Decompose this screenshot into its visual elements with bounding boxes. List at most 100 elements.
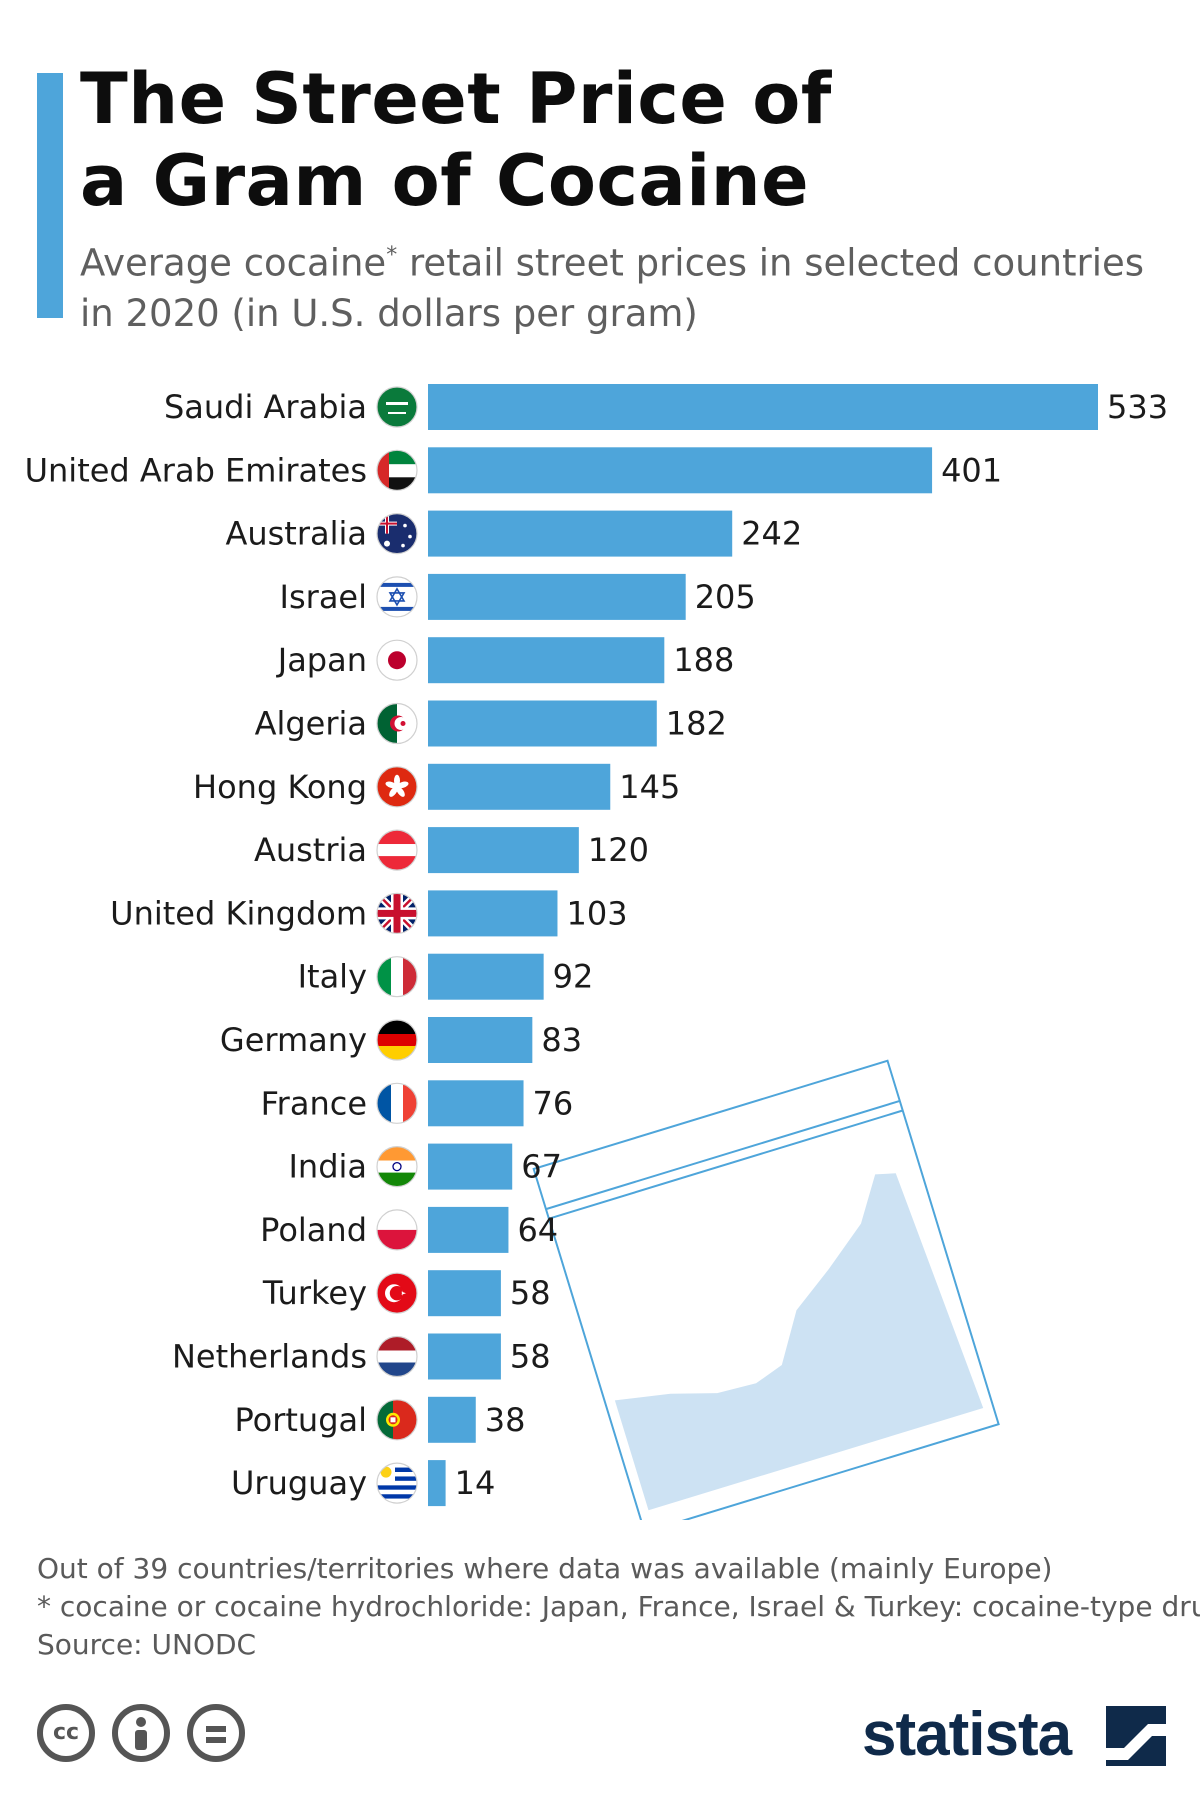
- footnote-coverage: Out of 39 countries/territories where da…: [37, 1552, 1053, 1585]
- turkey-flag-icon: [376, 1272, 418, 1314]
- category-label: France: [261, 1084, 367, 1122]
- bag-powder: [614, 1173, 984, 1511]
- germany-flag-icon: [376, 1019, 418, 1061]
- title-line-2: a Gram of Cocaine: [80, 140, 810, 222]
- poland-flag-icon: [376, 1209, 418, 1251]
- subtitle-text-a: Average cocaine: [80, 241, 387, 285]
- value-label: 533: [1107, 388, 1168, 426]
- category-label: Netherlands: [172, 1338, 367, 1376]
- category-label: Uruguay: [231, 1464, 367, 1502]
- value-label: 58: [510, 1338, 551, 1376]
- cc-icon[interactable]: cc: [37, 1704, 95, 1762]
- category-label: Algeria: [255, 705, 367, 743]
- bag-seal-line-2: [548, 1109, 904, 1220]
- uruguay-flag-icon: [376, 1462, 418, 1504]
- uk-flag-icon: [376, 892, 418, 935]
- japan-flag-icon: [376, 639, 418, 681]
- value-label: 83: [541, 1021, 582, 1059]
- category-label: Portugal: [234, 1401, 367, 1439]
- portugal-flag-icon: [376, 1399, 418, 1441]
- license-icons: cc: [37, 1704, 257, 1762]
- category-label: Hong Kong: [193, 768, 367, 806]
- bar: [428, 1333, 501, 1380]
- bar: [428, 1396, 476, 1443]
- india-flag-icon: [376, 1145, 418, 1188]
- value-label: 64: [517, 1211, 558, 1249]
- value-label: 76: [533, 1084, 574, 1122]
- value-label: 205: [695, 578, 756, 616]
- france-flag-icon: [376, 1082, 418, 1124]
- value-label: 242: [741, 515, 802, 553]
- bars-group: Saudi Arabia 533 United Arab Emirates 401 Au…: [25, 384, 1168, 1507]
- subtitle-line-1: Average cocaine* retail street prices in…: [80, 230, 1160, 288]
- value-label: 67: [521, 1148, 562, 1186]
- category-label: United Kingdom: [110, 894, 367, 932]
- category-label: India: [288, 1148, 367, 1186]
- bag-outline: [532, 1059, 1000, 1520]
- value-label: 103: [566, 894, 627, 932]
- footer-notes: Out of 39 countries/territories where da…: [37, 1550, 1200, 1664]
- title-line-1: The Street Price of: [80, 58, 832, 140]
- uae-flag-icon: [376, 449, 418, 491]
- bar: [428, 700, 657, 747]
- bar: [428, 1460, 446, 1507]
- value-label: 38: [485, 1401, 526, 1439]
- australia-flag-icon: [376, 513, 418, 555]
- category-label: Saudi Arabia: [164, 388, 367, 426]
- statista-brand[interactable]: statista: [862, 1700, 1168, 1770]
- bar: [428, 510, 733, 557]
- hong-kong-flag-icon: [376, 766, 418, 808]
- bar-chart: Saudi Arabia 533 United Arab Emirates 401 Au…: [25, 384, 1168, 1520]
- bar: [428, 447, 933, 494]
- bar: [428, 637, 665, 684]
- statista-logo-icon: [1106, 1706, 1166, 1766]
- bar: [428, 1206, 509, 1253]
- no-derivatives-icon[interactable]: [187, 1704, 246, 1762]
- bar: [428, 827, 579, 874]
- bar: [428, 1143, 513, 1190]
- subtitle-line-2: in 2020 (in U.S. dollars per gram): [80, 292, 698, 336]
- bar: [428, 384, 1098, 430]
- value-label: 188: [673, 641, 734, 679]
- bar: [428, 763, 611, 810]
- value-label: 182: [666, 705, 727, 743]
- israel-flag-icon: [376, 576, 418, 618]
- bag-illustration: [532, 1059, 1000, 1520]
- category-label: Germany: [220, 1021, 367, 1059]
- bar: [428, 573, 686, 620]
- italy-flag-icon: [376, 956, 418, 998]
- category-label: Japan: [276, 641, 367, 679]
- subtitle-asterisk: *: [386, 243, 398, 268]
- bag-seal-line-1: [545, 1099, 901, 1211]
- bar: [428, 890, 558, 937]
- category-label: Italy: [298, 958, 367, 996]
- category-label: Australia: [225, 515, 367, 553]
- value-label: 14: [455, 1464, 496, 1502]
- footnote-definition: * cocaine or cocaine hydrochloride: Japa…: [37, 1590, 1200, 1623]
- saudi-arabia-flag-icon: [376, 386, 418, 428]
- netherlands-flag-icon: [376, 1335, 418, 1378]
- value-label: 120: [588, 831, 649, 869]
- category-label: Austria: [254, 831, 367, 869]
- source-line: Source: UNODC: [37, 1628, 257, 1661]
- category-label: United Arab Emirates: [25, 451, 367, 489]
- chart-subtitle: Average cocaine* retail street prices in…: [80, 230, 1160, 339]
- value-label: 145: [619, 768, 680, 806]
- attribution-icon[interactable]: [112, 1704, 171, 1762]
- category-label: Israel: [280, 578, 367, 616]
- value-label: 58: [510, 1274, 551, 1312]
- value-label: 92: [553, 958, 594, 996]
- value-label: 401: [941, 451, 1002, 489]
- bar: [428, 953, 544, 1000]
- chart-title: The Street Price of a Gram of Cocaine: [80, 58, 1160, 222]
- algeria-flag-icon: [376, 702, 418, 745]
- brand-wordmark: statista: [862, 1700, 1072, 1769]
- bar: [428, 1270, 501, 1317]
- category-label: Poland: [260, 1211, 367, 1249]
- subtitle-text-b: retail street prices in selected countri…: [397, 241, 1145, 285]
- bar: [428, 1080, 524, 1127]
- bar: [428, 1017, 533, 1063]
- title-accent-bar: [37, 73, 63, 318]
- austria-flag-icon: [376, 829, 418, 871]
- category-label: Turkey: [262, 1274, 367, 1312]
